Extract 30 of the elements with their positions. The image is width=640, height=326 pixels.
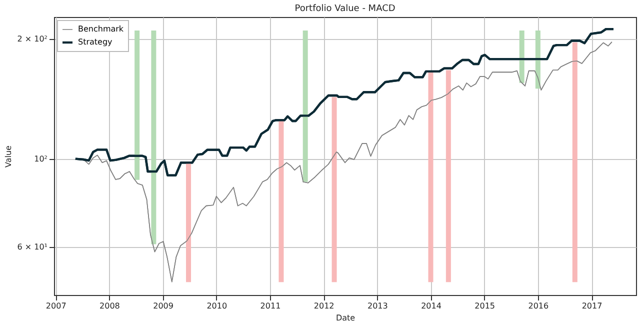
x-tick-label: 2016: [528, 302, 549, 310]
x-tick-label: 2017: [582, 302, 602, 310]
x-tick-label: 2012: [314, 302, 334, 310]
chart-title: Portfolio Value - MACD: [294, 4, 396, 14]
y-tick-label: 2 × 10²: [17, 34, 48, 44]
bar: [519, 30, 524, 83]
x-tick-label: 2008: [100, 302, 120, 310]
bar: [186, 162, 192, 282]
x-tick-label: 2011: [260, 302, 281, 310]
y-tick-label: 10²: [34, 154, 48, 164]
y-axis-title: Value: [4, 145, 14, 168]
bar: [446, 70, 451, 282]
bar: [302, 30, 308, 182]
x-tick-label: 2007: [46, 302, 66, 310]
x-tick-label: 2009: [153, 302, 174, 310]
y-tick-label: 6 × 10¹: [17, 242, 48, 252]
x-tick-label: 2010: [206, 302, 228, 310]
legend-label: Strategy: [78, 38, 113, 46]
bar: [332, 97, 337, 282]
bar: [278, 121, 284, 282]
bar: [151, 30, 156, 244]
x-tick-label: 2015: [474, 302, 496, 310]
legend-label: Benchmark: [78, 24, 124, 34]
x-tick-label: 2013: [367, 302, 388, 310]
x-tick-label: 2014: [421, 302, 442, 310]
bar: [134, 30, 140, 180]
bar: [535, 30, 540, 89]
x-axis-title: Date: [336, 314, 356, 322]
bar: [572, 42, 578, 282]
bar: [428, 71, 434, 282]
